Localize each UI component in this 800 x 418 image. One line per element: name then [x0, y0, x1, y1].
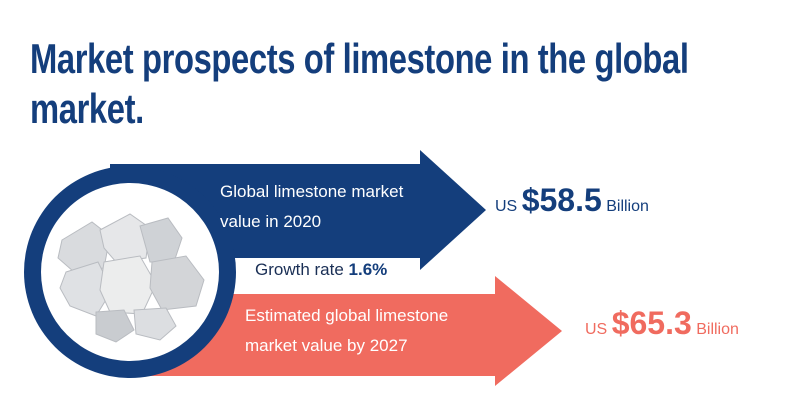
currency-prefix: US — [585, 321, 607, 338]
forecast-label-line: Estimated global limestone — [245, 306, 448, 325]
forecast-label-line: market value by 2027 — [245, 336, 408, 355]
current-value: US $58.5 Billion — [495, 182, 649, 218]
growth-label: Growth rate — [255, 260, 344, 279]
unit: Billion — [696, 321, 739, 338]
amount: $65.3 — [612, 305, 692, 341]
value-label-line: Global limestone market — [220, 182, 404, 201]
growth-value: 1.6% — [349, 260, 388, 279]
limestone-rocks — [57, 213, 205, 343]
forecast-value: US $65.3 Billion — [585, 305, 739, 341]
value-label: Global limestone market value in 2020 — [220, 182, 404, 231]
currency-prefix: US — [495, 198, 517, 215]
amount: $58.5 — [522, 182, 602, 218]
unit: Billion — [606, 198, 649, 215]
growth-rate: Growth rate 1.6% — [255, 260, 387, 279]
value-label-line: value in 2020 — [220, 212, 321, 231]
forecast-label: Estimated global limestone market value b… — [245, 306, 448, 355]
title: Market prospects of limestone in the glo… — [30, 35, 689, 132]
